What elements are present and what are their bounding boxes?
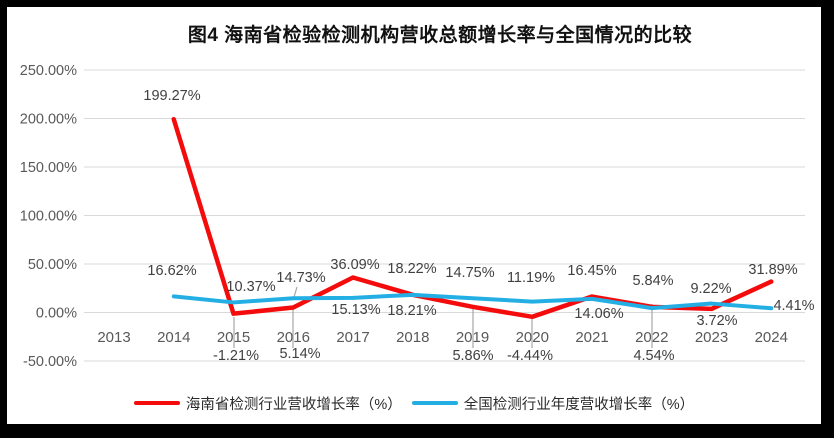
data-label: 14.75% (445, 265, 494, 281)
y-tick-label: 100.00% (20, 209, 77, 225)
legend-label-hainan: 海南省检测行业营收增长率（%） (185, 396, 402, 413)
x-tick-label: 2024 (755, 329, 788, 346)
data-label: 4.54% (633, 348, 674, 364)
data-label: 18.22% (387, 261, 436, 277)
data-label: 16.62% (147, 263, 196, 279)
data-label: 16.45% (567, 263, 616, 279)
data-label: 10.37% (226, 279, 275, 295)
label-leader-line (293, 286, 298, 298)
data-label: 14.06% (574, 306, 623, 322)
y-tick-label: 0.00% (36, 306, 77, 322)
data-label: 4.41% (773, 298, 814, 314)
x-tick-label: 2021 (575, 329, 608, 346)
x-tick-label: 2017 (336, 329, 369, 346)
y-tick-label: 50.00% (28, 257, 77, 273)
y-tick-label: 250.00% (20, 63, 77, 79)
data-label: 199.27% (143, 88, 200, 104)
data-label: 14.73% (276, 270, 325, 286)
y-tick-label: -50.00% (23, 354, 77, 370)
data-label: 36.09% (330, 257, 379, 273)
x-tick-label: 2014 (157, 329, 190, 346)
national-series-line (171, 292, 774, 311)
y-tick-label: 150.00% (20, 160, 77, 176)
data-label: 18.21% (387, 303, 436, 319)
x-tick-label: 2013 (97, 329, 130, 346)
x-tick-label: 2023 (695, 329, 728, 346)
data-label: 5.84% (632, 273, 673, 289)
data-label: -1.21% (213, 348, 259, 364)
data-label: 3.72% (696, 313, 737, 329)
legend-item-hainan: 海南省检测行业营收增长率（%） (133, 393, 402, 414)
data-label: -4.44% (507, 348, 553, 364)
legend-item-national: 全国检测行业年度营收增长率（%） (411, 393, 695, 414)
legend-label-national: 全国检测行业年度营收增长率（%） (463, 396, 695, 413)
data-label: 11.19% (507, 270, 555, 286)
data-label: 5.14% (279, 346, 320, 362)
chart-title: 图4 海南省检验检测机构营收总额增长率与全国情况的比较 (187, 25, 693, 46)
data-label: 15.13% (331, 302, 380, 318)
data-label: 31.89% (748, 262, 797, 278)
national-series-swatch (411, 400, 458, 406)
data-label: 5.86% (452, 348, 493, 364)
y-tick-label: 200.00% (20, 112, 77, 128)
chart-legend: 海南省检测行业营收增长率（%） 全国检测行业年度营收增长率（%） (7, 392, 821, 414)
hainan-series-swatch (133, 400, 180, 406)
x-tick-label: 2018 (396, 329, 429, 346)
data-label: 9.22% (690, 281, 731, 297)
